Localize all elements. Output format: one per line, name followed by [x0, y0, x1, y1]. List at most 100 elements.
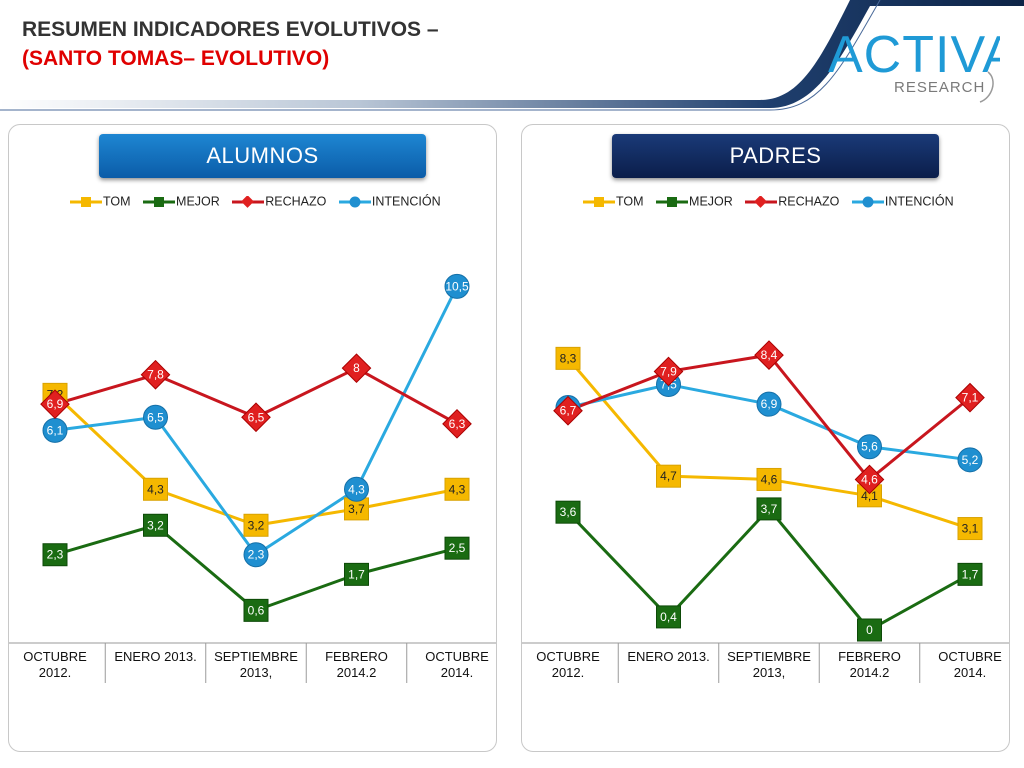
series-markers-intencion: 6,1 6,5 2,3 4,3 10,5	[42, 273, 470, 568]
data-label-rechazo: 7,9	[660, 364, 677, 378]
data-point-intencion	[344, 476, 369, 502]
data-label-mejor: 0	[866, 623, 873, 637]
data-point-rechazo	[553, 395, 583, 426]
data-point-mejor	[555, 500, 581, 524]
data-label-rechazo: 4,6	[861, 472, 878, 486]
data-label-intencion: 5,6	[861, 440, 878, 454]
x-tick-label: ENERO 2013.	[627, 649, 709, 664]
data-point-mejor	[857, 618, 882, 642]
legend-label: RECHAZO	[778, 195, 840, 210]
data-label-intencion: 6,9	[761, 397, 778, 411]
data-label-tom: 4,7	[660, 469, 677, 483]
data-point-rechazo	[341, 353, 372, 384]
data-point-mejor	[656, 605, 681, 629]
x-axis: OCTUBRE 2012. ENERO 2013. SEPTIEMBRE 2013, FE…	[9, 642, 496, 683]
legend-label: TOM	[616, 195, 644, 210]
line-chart-padres: OCTUBRE 2012. ENERO 2013. SEPTIEMBRE 2013, FE…	[522, 340, 1009, 683]
panel-header-label: ALUMNOS	[206, 143, 319, 168]
legend-item-rechazo: RECHAZO	[744, 194, 839, 209]
series-markers-tom: 8,3 4,7 4,6 4,1 3,1	[555, 346, 983, 541]
data-point-rechazo	[955, 382, 985, 413]
legend-label: MEJOR	[176, 195, 220, 210]
data-point-mejor	[243, 598, 269, 622]
data-point-rechazo	[241, 402, 271, 433]
data-label-intencion: 4,3	[348, 482, 365, 496]
data-label-tom: 3,2	[248, 518, 265, 532]
legend-label: TOM	[103, 195, 131, 210]
data-point-mejor	[756, 497, 782, 521]
data-label-intencion: 5,2	[962, 453, 979, 467]
data-label-intencion: 6,5	[147, 410, 164, 424]
title-line-2: (SANTO TOMAS– EVOLUTIVO)	[22, 47, 330, 70]
data-label-mejor: 3,2	[147, 518, 164, 532]
data-point-mejor	[957, 562, 983, 586]
data-point-mejor	[143, 513, 168, 537]
data-label-rechazo: 6,3	[449, 417, 466, 431]
x-tick-label: ENERO 2013.	[114, 649, 196, 664]
series-line-rechazo	[567, 353, 971, 481]
logo-main-text: ACTIVA	[828, 26, 1000, 84]
data-label-tom: 4,1	[861, 489, 878, 503]
data-point-intencion	[444, 273, 470, 299]
legend-item-intencion: INTENCIÓN	[851, 194, 954, 209]
data-point-intencion	[857, 434, 882, 460]
legend-item-intencion: INTENCIÓN	[338, 194, 441, 209]
page-title: RESUMEN INDICADORES EVOLUTIVOS – (SANTO …	[22, 15, 439, 73]
data-label-rechazo: 8	[353, 361, 360, 375]
data-point-tom	[243, 513, 269, 537]
data-label-rechazo: 6,7	[560, 404, 577, 418]
x-tick-label: OCTUBRE 2012.	[23, 649, 87, 680]
data-label-mejor: 0,6	[248, 603, 265, 617]
legend-item-rechazo: RECHAZO	[231, 194, 326, 209]
chart-legend: TOM MEJOR RECHAZO INTENCIÓN	[69, 194, 449, 210]
data-label-mejor: 1,7	[962, 567, 979, 581]
data-point-intencion	[143, 404, 168, 430]
data-point-mejor	[42, 543, 68, 567]
panel-header-alumnos: ALUMNOS	[99, 134, 426, 178]
data-label-mejor: 0,4	[660, 610, 677, 624]
x-tick-label: OCTUBRE 2012.	[536, 649, 600, 680]
title-line-1: RESUMEN INDICADORES EVOLUTIVOS –	[22, 18, 439, 41]
data-label-tom: 4,6	[761, 472, 778, 486]
series-markers-intencion: 6,87,56,95,65,2	[555, 372, 983, 473]
data-point-intencion	[957, 447, 983, 473]
legend-label: INTENCIÓN	[371, 195, 441, 210]
series-markers-mejor: 3,6 0,4 3,7 0 1,7	[555, 497, 983, 642]
data-point-rechazo	[754, 340, 784, 370]
data-point-rechazo	[854, 464, 885, 495]
data-point-tom	[756, 467, 782, 491]
data-point-tom	[555, 346, 581, 370]
panel-header-padres: PADRES	[612, 134, 939, 178]
data-point-tom	[444, 477, 470, 501]
data-point-tom	[656, 464, 681, 488]
panel-alumnos: ALUMNOS TOM MEJOR RECHAZO INTENCIÓN OCTU…	[8, 124, 497, 752]
x-tick-label: FEBRERO 2014.2	[838, 649, 901, 680]
legend-label: RECHAZO	[265, 195, 327, 210]
x-tick-label: OCTUBRE 2014.	[425, 649, 489, 680]
data-label-intencion: 6,1	[47, 423, 64, 437]
logo-sub-text: RESEARCH	[894, 79, 985, 96]
data-label-tom: 4,3	[147, 482, 164, 496]
data-point-rechazo	[40, 389, 70, 420]
chart-legend: TOM MEJOR RECHAZO INTENCIÓN	[582, 194, 962, 210]
x-axis: OCTUBRE 2012. ENERO 2013. SEPTIEMBRE 2013, FE…	[522, 642, 1009, 683]
series-markers-rechazo: 6,9 7,8 6,5 8 6,3	[40, 353, 472, 439]
legend-item-tom: TOM	[582, 194, 644, 209]
data-label-tom: 3,7	[348, 502, 365, 516]
data-label-intencion: 2,3	[248, 548, 265, 562]
data-label-rechazo: 7,1	[962, 391, 979, 405]
data-point-tom	[957, 517, 983, 541]
data-label-rechazo: 6,5	[248, 410, 265, 424]
legend-item-tom: TOM	[69, 194, 131, 209]
data-point-rechazo	[442, 408, 472, 439]
x-tick-label: FEBRERO 2014.2	[325, 649, 388, 680]
legend-item-mejor: MEJOR	[142, 194, 220, 209]
series-markers-mejor: 2,3 3,2 0,6 1,7 2,5	[42, 513, 470, 622]
data-point-tom	[143, 477, 168, 501]
data-label-mejor: 2,5	[449, 541, 466, 555]
series-markers-rechazo: 6,7 7,9 8,4 4,6 7,1	[553, 340, 985, 495]
data-label-rechazo: 8,4	[761, 348, 778, 362]
data-label-tom: 4,3	[449, 482, 466, 496]
data-label-rechazo: 7,8	[147, 368, 164, 382]
line-chart-alumnos: OCTUBRE 2012. ENERO 2013. SEPTIEMBRE 2013, FE…	[9, 273, 496, 683]
